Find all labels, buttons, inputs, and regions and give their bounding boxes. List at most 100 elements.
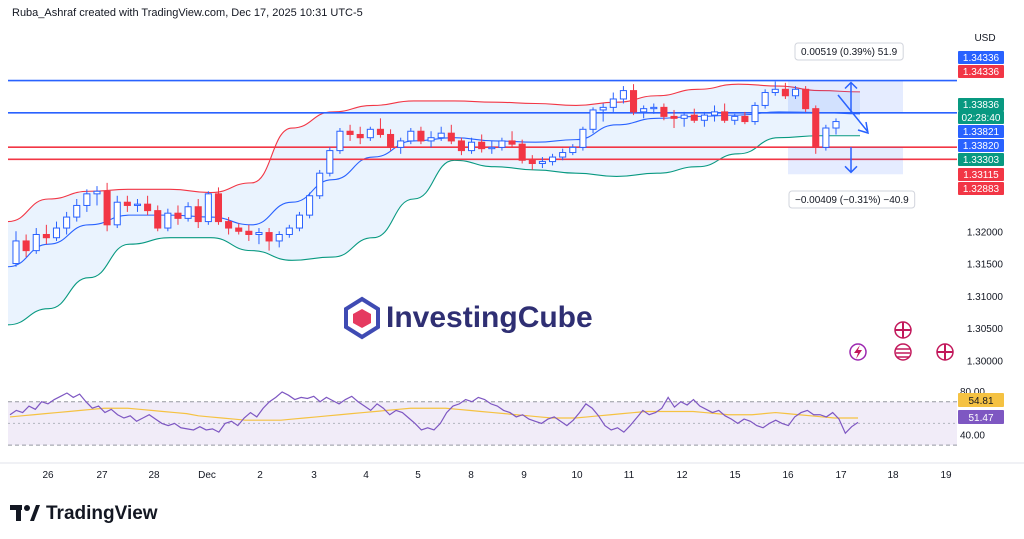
candle[interactable]: [721, 103, 729, 123]
candle[interactable]: [559, 148, 567, 161]
candle[interactable]: [32, 228, 40, 254]
candle[interactable]: [235, 223, 243, 235]
us-flag-icon[interactable]: [894, 343, 912, 361]
uk-flag-icon[interactable]: [936, 343, 954, 361]
candle[interactable]: [751, 102, 759, 125]
candle[interactable]: [164, 208, 172, 232]
candle[interactable]: [123, 195, 131, 212]
candle[interactable]: [52, 221, 61, 241]
candle[interactable]: [245, 224, 253, 241]
candle[interactable]: [407, 128, 415, 145]
candle[interactable]: [802, 86, 810, 112]
candle[interactable]: [518, 139, 526, 164]
price-axis-label[interactable]: 1.34336: [958, 51, 1004, 64]
candle[interactable]: [670, 109, 678, 129]
candle[interactable]: [427, 131, 435, 148]
candle[interactable]: [417, 126, 425, 145]
price-axis-label[interactable]: 1.33836: [958, 98, 1004, 111]
measure-box-down[interactable]: [788, 147, 903, 175]
candle[interactable]: [12, 231, 20, 267]
candle[interactable]: [306, 192, 314, 219]
candle[interactable]: [498, 137, 506, 151]
price-axis-label[interactable]: 1.33115: [958, 168, 1004, 181]
candle[interactable]: [508, 131, 516, 148]
candle[interactable]: [771, 81, 779, 96]
candle[interactable]: [387, 129, 395, 151]
candle[interactable]: [822, 124, 830, 151]
candle[interactable]: [680, 111, 688, 127]
candle[interactable]: [710, 105, 719, 122]
candle[interactable]: [599, 103, 607, 122]
candle[interactable]: [569, 144, 577, 156]
candle[interactable]: [488, 140, 496, 154]
candle[interactable]: [619, 86, 627, 104]
candle[interactable]: [528, 155, 536, 170]
candle[interactable]: [376, 118, 384, 138]
candle[interactable]: [214, 187, 223, 225]
candle[interactable]: [285, 224, 293, 238]
main-pane[interactable]: 0.00519 (0.39%) 51.9 −0.00409 (−0.31%) −4…: [7, 42, 957, 326]
lightning-icon[interactable]: [849, 343, 867, 361]
candle[interactable]: [255, 228, 263, 245]
candle[interactable]: [761, 89, 769, 109]
candle[interactable]: [609, 92, 617, 112]
candle[interactable]: [781, 82, 789, 99]
candle[interactable]: [731, 113, 739, 125]
rsi-value-label[interactable]: 51.47: [958, 410, 1004, 424]
candle[interactable]: [93, 186, 101, 206]
candle[interactable]: [589, 107, 597, 134]
candle[interactable]: [184, 202, 192, 222]
candle[interactable]: [113, 195, 121, 229]
candle[interactable]: [295, 211, 303, 232]
price-axis-label[interactable]: 1.32883: [958, 182, 1004, 195]
candle[interactable]: [265, 228, 273, 251]
uk-flag-icon[interactable]: [894, 321, 912, 339]
candle[interactable]: [791, 86, 800, 99]
candle[interactable]: [640, 105, 648, 119]
rsi-pane[interactable]: [8, 391, 957, 446]
candle[interactable]: [42, 224, 50, 245]
candle[interactable]: [316, 169, 324, 199]
candle[interactable]: [549, 153, 557, 166]
price-chart[interactable]: 0.00519 (0.39%) 51.9 −0.00409 (−0.31%) −4…: [0, 0, 1024, 500]
candle[interactable]: [326, 147, 334, 177]
candle[interactable]: [83, 189, 91, 212]
candle[interactable]: [174, 205, 182, 225]
candle[interactable]: [538, 157, 546, 169]
candle[interactable]: [457, 137, 465, 156]
candle[interactable]: [579, 126, 587, 151]
candle[interactable]: [356, 126, 364, 145]
candle[interactable]: [832, 118, 840, 135]
candle[interactable]: [741, 111, 749, 125]
price-axis-label[interactable]: 1.33821: [958, 125, 1004, 138]
candle[interactable]: [447, 124, 455, 145]
candle[interactable]: [650, 103, 658, 114]
candle[interactable]: [194, 199, 202, 229]
candle[interactable]: [204, 191, 212, 225]
candle[interactable]: [478, 134, 486, 153]
candle[interactable]: [812, 105, 820, 154]
candle[interactable]: [73, 199, 81, 222]
price-axis[interactable]: 1.340001.320001.315001.310001.305001.300…: [0, 51, 1024, 481]
candle[interactable]: [437, 126, 445, 141]
candle[interactable]: [700, 111, 708, 127]
candle[interactable]: [346, 124, 354, 141]
candle[interactable]: [144, 195, 152, 216]
candle[interactable]: [22, 234, 30, 258]
candle[interactable]: [275, 231, 283, 248]
price-axis-label[interactable]: 1.33820: [958, 139, 1004, 152]
candle[interactable]: [336, 128, 344, 154]
candle[interactable]: [63, 211, 71, 235]
price-axis-label[interactable]: 02:28:40: [958, 111, 1004, 124]
candle[interactable]: [660, 103, 668, 121]
candle[interactable]: [225, 217, 233, 235]
candle[interactable]: [103, 182, 111, 232]
candle[interactable]: [154, 205, 162, 232]
candle[interactable]: [629, 84, 638, 116]
candle[interactable]: [397, 137, 405, 154]
candle[interactable]: [690, 108, 698, 123]
candle[interactable]: [468, 137, 476, 154]
price-axis-label[interactable]: 1.34336: [958, 65, 1004, 78]
rsi-value-label[interactable]: 54.81: [958, 393, 1004, 407]
candle[interactable]: [366, 126, 374, 141]
